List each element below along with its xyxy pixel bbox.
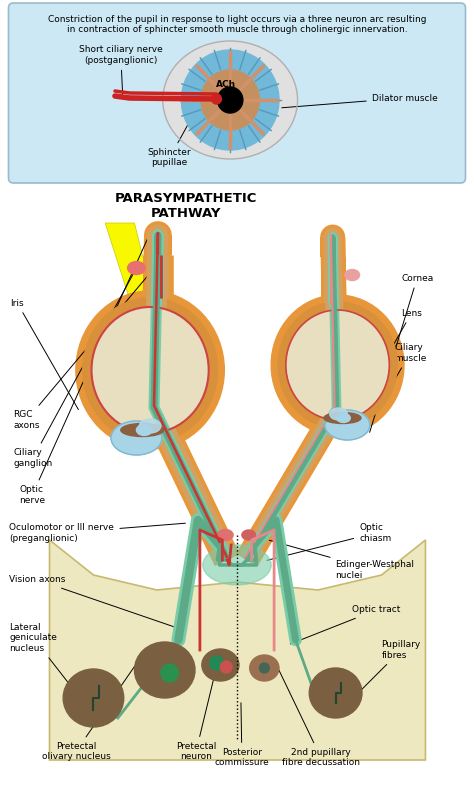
Text: PARASYMPATHETIC
PATHWAY: PARASYMPATHETIC PATHWAY	[115, 192, 257, 220]
Ellipse shape	[309, 668, 362, 718]
Text: Cornea: Cornea	[370, 274, 433, 432]
Text: Ciliary
ganglion: Ciliary ganglion	[13, 271, 135, 467]
Text: Edinger-Westphal
nuclei: Edinger-Westphal nuclei	[253, 536, 415, 580]
Polygon shape	[49, 540, 426, 760]
Ellipse shape	[63, 669, 124, 727]
Text: Vision axons: Vision axons	[9, 575, 181, 629]
Ellipse shape	[325, 410, 370, 440]
Circle shape	[259, 663, 269, 673]
Circle shape	[211, 94, 221, 104]
Ellipse shape	[202, 649, 239, 681]
Text: Pretectal
neuron: Pretectal neuron	[176, 654, 220, 761]
Ellipse shape	[278, 302, 397, 428]
Ellipse shape	[76, 291, 224, 449]
Text: Optic
chiasm: Optic chiasm	[267, 523, 392, 560]
Ellipse shape	[83, 298, 218, 442]
Text: RGC
axons: RGC axons	[13, 275, 148, 430]
Ellipse shape	[135, 642, 195, 698]
Text: Lateral
geniculate
nucleus: Lateral geniculate nucleus	[9, 623, 72, 688]
Circle shape	[201, 70, 259, 130]
Text: Sphincter
pupillae: Sphincter pupillae	[148, 83, 211, 168]
Ellipse shape	[121, 423, 164, 437]
Ellipse shape	[250, 655, 279, 681]
Circle shape	[210, 656, 223, 670]
Circle shape	[220, 661, 232, 673]
Ellipse shape	[324, 412, 361, 423]
Text: Ciliary
muscle: Ciliary muscle	[392, 343, 427, 385]
Ellipse shape	[139, 419, 161, 433]
Text: Constriction of the pupil in response to light occurs via a three neuron arc res: Constriction of the pupil in response to…	[48, 15, 426, 35]
Ellipse shape	[163, 41, 298, 159]
Text: Short ciliary nerve
(postganglionic): Short ciliary nerve (postganglionic)	[79, 46, 163, 94]
Ellipse shape	[92, 308, 208, 432]
Text: 2nd pupillary
fibre decussation: 2nd pupillary fibre decussation	[273, 659, 360, 767]
FancyBboxPatch shape	[9, 3, 465, 183]
Ellipse shape	[137, 424, 152, 435]
Text: ACh: ACh	[216, 79, 237, 88]
Ellipse shape	[287, 311, 388, 419]
Text: Lens: Lens	[356, 309, 422, 412]
Ellipse shape	[345, 269, 360, 280]
Circle shape	[218, 87, 243, 113]
Circle shape	[182, 50, 279, 150]
Ellipse shape	[128, 261, 145, 275]
Text: Iris: Iris	[10, 298, 78, 409]
Text: Optic
nerve: Optic nerve	[19, 235, 149, 504]
Ellipse shape	[242, 530, 255, 540]
Ellipse shape	[271, 295, 404, 435]
Text: Pupillary
fibres: Pupillary fibres	[355, 641, 421, 696]
Ellipse shape	[330, 408, 347, 420]
Text: Dilator muscle: Dilator muscle	[282, 94, 438, 108]
Ellipse shape	[203, 545, 271, 585]
Text: Posterior
commissure: Posterior commissure	[215, 703, 269, 767]
Polygon shape	[105, 223, 158, 345]
Circle shape	[161, 664, 178, 682]
Text: Optic tract: Optic tract	[291, 605, 401, 644]
Text: Pretectal
olivary nucleus: Pretectal olivary nucleus	[42, 650, 146, 761]
Ellipse shape	[337, 413, 350, 423]
Ellipse shape	[111, 421, 162, 455]
Ellipse shape	[218, 530, 233, 541]
Text: Oculomotor or III nerve
(preganglionic): Oculomotor or III nerve (preganglionic)	[9, 523, 185, 543]
